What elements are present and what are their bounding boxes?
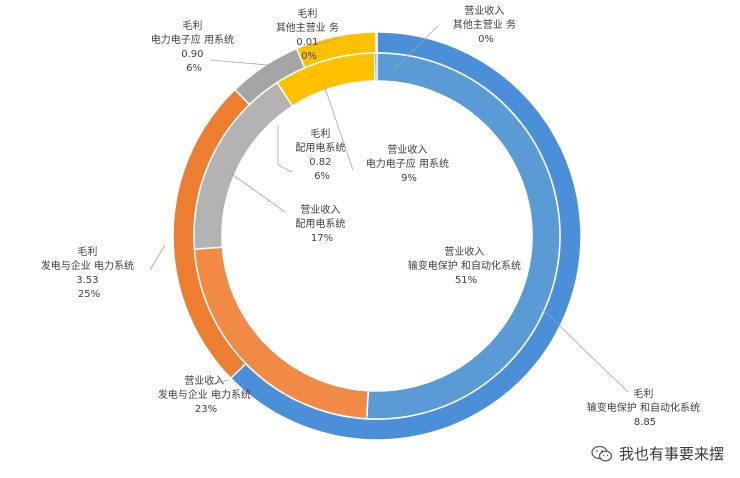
inner-ring-revenue bbox=[193, 52, 561, 420]
wechat-icon bbox=[591, 445, 613, 461]
leader-lines bbox=[149, 25, 629, 393]
inner-label-power-generation: 营业收入 发电与企业 电力系统 23% bbox=[158, 374, 254, 415]
watermark: 我也有事要来摆 bbox=[591, 443, 724, 464]
inner-label-transmission: 营业收入 输变电保护 和自动化系统 51% bbox=[408, 245, 524, 286]
inner-label-distribution: 营业收入 配用电系统 17% bbox=[295, 203, 348, 244]
outer-label-power-electronics: 毛利 电力电子应 用系统 0.90 6% bbox=[151, 20, 237, 74]
outer-ring-gross-profit bbox=[172, 31, 582, 441]
outer-label-power-generation: 毛利 发电与企业 电力系统 3.53 25% bbox=[41, 246, 137, 300]
inner-slice-4 bbox=[373, 52, 378, 82]
outer-label-transmission: 毛利 输变电保护 和自动化系统 8.85 bbox=[587, 388, 703, 428]
watermark-text: 我也有事要来摆 bbox=[618, 445, 724, 463]
outer-label-other: 毛利 其他主营业 务 0.01 0% bbox=[276, 8, 342, 62]
inner-label-other: 营业收入 其他主营业 务 0% bbox=[453, 4, 519, 45]
outer-label-distribution: 毛利 配用电系统 0.82 6% bbox=[295, 128, 348, 182]
outer-slice-4 bbox=[375, 31, 378, 54]
inner-label-power-electronics: 营业收入 电力电子应 用系统 9% bbox=[366, 143, 452, 184]
